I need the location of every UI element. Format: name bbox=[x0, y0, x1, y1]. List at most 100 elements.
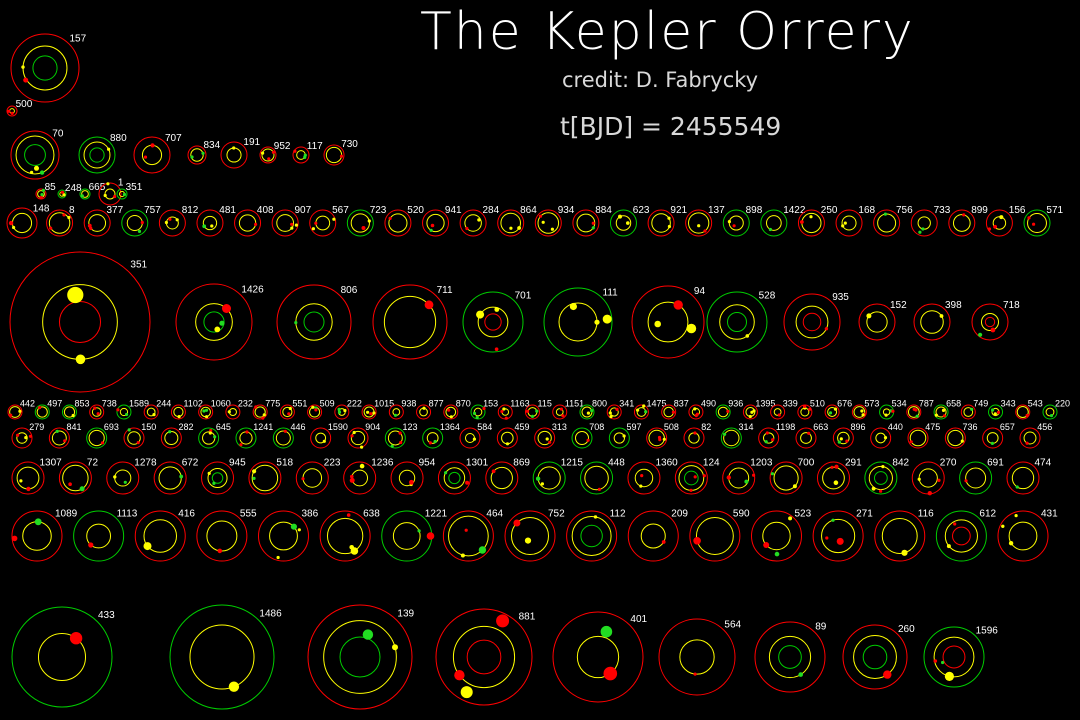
orbit-extra-612 bbox=[952, 526, 971, 546]
planet-1475-1 bbox=[636, 408, 640, 412]
system-label-1102: 1102 bbox=[184, 399, 203, 409]
planet-123-2 bbox=[398, 431, 402, 435]
planet-693-1 bbox=[100, 441, 105, 445]
system-label-597: 597 bbox=[627, 422, 642, 432]
planet-1364-2 bbox=[433, 439, 437, 444]
system-label-555: 555 bbox=[240, 509, 257, 520]
orbit-inner-111 bbox=[558, 302, 598, 342]
planet-270-1 bbox=[917, 477, 921, 481]
orbit-inner-571 bbox=[1027, 213, 1047, 233]
orbit-outer-841 bbox=[48, 427, 70, 449]
planet-1426-2 bbox=[214, 326, 221, 333]
system-label-691: 691 bbox=[987, 458, 1004, 469]
system-label-733: 733 bbox=[934, 205, 951, 216]
orbit-inner-899 bbox=[952, 214, 971, 232]
planet-70-3 bbox=[34, 165, 39, 171]
planet-223-1 bbox=[301, 477, 305, 481]
planet-551-2 bbox=[287, 412, 291, 416]
planet-1198-2 bbox=[764, 440, 768, 444]
system-label-567: 567 bbox=[332, 205, 349, 216]
system-label-935: 935 bbox=[832, 292, 849, 303]
planet-481-1 bbox=[202, 224, 207, 229]
orbit-inner-157 bbox=[22, 45, 68, 91]
orbit-inner-72 bbox=[62, 464, 89, 492]
orbit-outer-921 bbox=[647, 209, 675, 237]
planet-701-2 bbox=[494, 347, 499, 352]
system-label-440: 440 bbox=[888, 422, 903, 432]
system-label-139: 139 bbox=[397, 608, 414, 619]
system-label-658: 658 bbox=[946, 399, 961, 409]
system-label-351: 351 bbox=[126, 182, 143, 193]
orbit-outer-567 bbox=[309, 209, 337, 237]
system-label-752: 752 bbox=[548, 509, 565, 520]
system-label-864: 864 bbox=[520, 205, 537, 216]
orbit-inner-244 bbox=[146, 407, 156, 417]
system-label-834: 834 bbox=[204, 140, 221, 151]
orbit-outer-408 bbox=[234, 209, 262, 237]
planet-433-1 bbox=[69, 632, 83, 645]
planet-870-1 bbox=[449, 415, 453, 419]
planet-676-2 bbox=[828, 411, 833, 415]
planet-896-1 bbox=[837, 440, 841, 444]
system-label-800: 800 bbox=[592, 399, 607, 409]
system-label-72: 72 bbox=[87, 458, 99, 469]
planet-555-1 bbox=[217, 548, 223, 554]
planet-907-2 bbox=[290, 222, 294, 226]
orbit-outer-490 bbox=[688, 404, 704, 420]
planet-508-1 bbox=[662, 437, 666, 441]
system-label-837: 837 bbox=[674, 399, 689, 409]
orbit-inner-1241 bbox=[239, 431, 253, 445]
system-label-757: 757 bbox=[144, 205, 161, 216]
system-label-954: 954 bbox=[419, 458, 436, 469]
planet-701-3 bbox=[494, 307, 500, 312]
system-label-284: 284 bbox=[483, 205, 500, 216]
orbit-outer-870 bbox=[443, 404, 459, 420]
planet-812-2 bbox=[168, 217, 172, 221]
orbit-extra-70 bbox=[24, 144, 46, 166]
orbit-outer-904 bbox=[347, 427, 369, 449]
orbit-outer-853 bbox=[61, 404, 77, 420]
orbit-outer-94 bbox=[631, 285, 705, 359]
planet-475-1 bbox=[909, 440, 913, 444]
planet-1015-2 bbox=[369, 412, 373, 416]
planet-520-1 bbox=[388, 216, 392, 220]
orbit-outer-1360 bbox=[627, 461, 661, 495]
planet-271-1 bbox=[831, 518, 835, 522]
orbit-outer-89 bbox=[754, 621, 826, 693]
planet-139-2 bbox=[362, 629, 374, 640]
planet-279-1 bbox=[16, 433, 20, 437]
orbit-outer-70 bbox=[10, 130, 60, 180]
planet-222-1 bbox=[343, 408, 347, 413]
time-readout: t[BJD] = 2455549 bbox=[560, 112, 782, 141]
orbit-extra-945 bbox=[211, 472, 224, 484]
orbit-outer-708 bbox=[571, 427, 593, 449]
planet-442-1 bbox=[9, 413, 13, 417]
system-label-124: 124 bbox=[703, 458, 720, 469]
planet-952-1 bbox=[271, 150, 275, 154]
orbit-inner-623 bbox=[615, 215, 632, 231]
planet-1015-1 bbox=[372, 411, 376, 415]
orbit-inner-658 bbox=[935, 406, 947, 418]
system-label-730: 730 bbox=[341, 139, 358, 150]
planet-1-1 bbox=[103, 193, 107, 198]
planet-543-1 bbox=[1025, 413, 1029, 418]
system-label-711: 711 bbox=[437, 285, 453, 296]
orbit-inner-941 bbox=[426, 213, 445, 233]
system-label-117: 117 bbox=[307, 141, 323, 152]
system-label-408: 408 bbox=[257, 205, 274, 216]
planet-672-1 bbox=[179, 474, 184, 479]
planet-152-1 bbox=[866, 313, 872, 319]
system-label-481: 481 bbox=[219, 205, 236, 216]
orbit-outer-701 bbox=[462, 291, 524, 353]
planet-1426-3 bbox=[219, 320, 225, 326]
planet-1163-3 bbox=[504, 416, 508, 420]
system-label-899: 899 bbox=[971, 205, 988, 216]
orbit-outer-442 bbox=[7, 404, 23, 420]
planet-842-3 bbox=[879, 489, 883, 493]
planet-954-2 bbox=[409, 479, 414, 485]
planet-1-3 bbox=[113, 194, 117, 199]
orbit-inner-168 bbox=[841, 215, 857, 231]
planet-510-3 bbox=[803, 404, 807, 408]
system-label-232: 232 bbox=[238, 399, 253, 409]
system-label-590: 590 bbox=[733, 509, 750, 520]
